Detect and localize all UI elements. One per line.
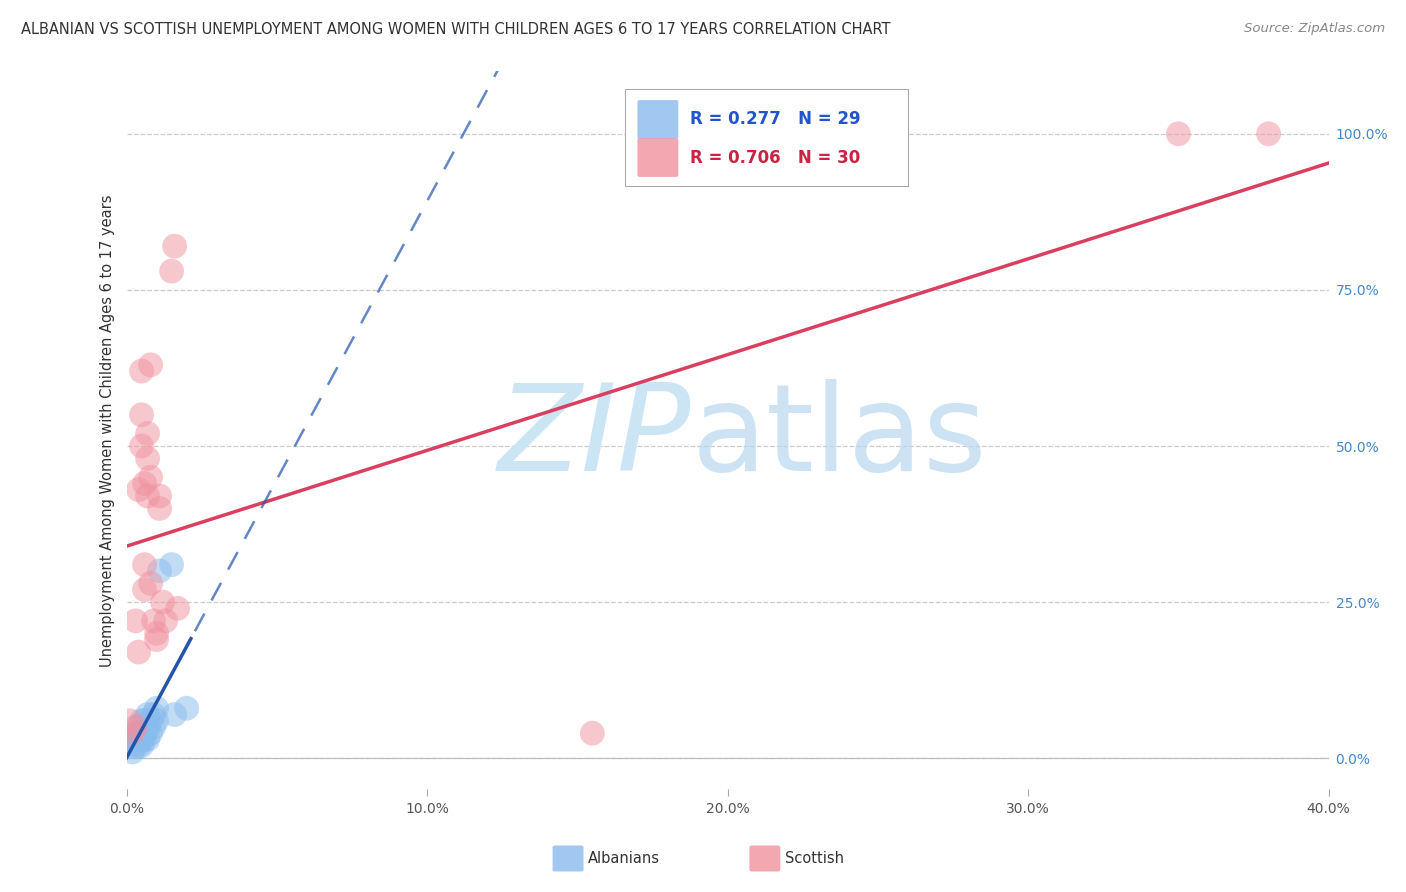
Point bbox=[131, 364, 153, 378]
Point bbox=[166, 601, 188, 615]
Point bbox=[121, 732, 143, 747]
Point bbox=[581, 726, 603, 740]
Point bbox=[124, 720, 146, 734]
Text: ALBANIAN VS SCOTTISH UNEMPLOYMENT AMONG WOMEN WITH CHILDREN AGES 6 TO 17 YEARS C: ALBANIAN VS SCOTTISH UNEMPLOYMENT AMONG … bbox=[21, 22, 890, 37]
Text: R = 0.706   N = 30: R = 0.706 N = 30 bbox=[690, 149, 860, 167]
Point bbox=[124, 732, 146, 747]
Point bbox=[131, 408, 153, 422]
Point bbox=[139, 358, 162, 372]
Point bbox=[149, 564, 172, 578]
Point bbox=[128, 726, 150, 740]
Point bbox=[152, 595, 174, 609]
Point bbox=[136, 707, 159, 722]
Text: Source: ZipAtlas.com: Source: ZipAtlas.com bbox=[1244, 22, 1385, 36]
Point bbox=[163, 239, 186, 253]
Point bbox=[142, 707, 165, 722]
Point bbox=[145, 714, 167, 728]
Point bbox=[136, 426, 159, 441]
Point bbox=[128, 720, 150, 734]
Point bbox=[136, 720, 159, 734]
Point bbox=[124, 726, 146, 740]
Point bbox=[121, 745, 143, 759]
Point bbox=[124, 614, 146, 628]
Point bbox=[136, 489, 159, 503]
Point bbox=[128, 739, 150, 753]
Point bbox=[121, 726, 143, 740]
Point bbox=[131, 732, 153, 747]
Text: Scottish: Scottish bbox=[785, 851, 844, 866]
Point bbox=[139, 576, 162, 591]
Point bbox=[124, 739, 146, 753]
Point bbox=[136, 732, 159, 747]
Point bbox=[134, 582, 156, 597]
Point bbox=[163, 707, 186, 722]
Point bbox=[145, 632, 167, 647]
Point bbox=[142, 720, 165, 734]
Point bbox=[139, 470, 162, 484]
Point bbox=[118, 714, 141, 728]
Point bbox=[131, 726, 153, 740]
Point bbox=[145, 626, 167, 640]
Point bbox=[131, 739, 153, 753]
Point bbox=[1167, 127, 1189, 141]
Point bbox=[134, 714, 156, 728]
Point bbox=[145, 701, 167, 715]
Point bbox=[155, 614, 177, 628]
Point bbox=[128, 645, 150, 659]
FancyBboxPatch shape bbox=[626, 89, 908, 186]
Text: R = 0.277   N = 29: R = 0.277 N = 29 bbox=[690, 111, 860, 128]
Point bbox=[1257, 127, 1279, 141]
Point bbox=[142, 614, 165, 628]
Point bbox=[118, 739, 141, 753]
Point bbox=[139, 714, 162, 728]
Point bbox=[134, 732, 156, 747]
FancyBboxPatch shape bbox=[637, 138, 678, 177]
Point bbox=[131, 439, 153, 453]
Point bbox=[131, 714, 153, 728]
Point bbox=[160, 264, 183, 278]
Point bbox=[134, 476, 156, 491]
Point bbox=[134, 726, 156, 740]
Text: ZIP: ZIP bbox=[498, 379, 692, 496]
Text: Albanians: Albanians bbox=[588, 851, 659, 866]
Point bbox=[139, 726, 162, 740]
Point bbox=[176, 701, 198, 715]
Text: atlas: atlas bbox=[692, 379, 987, 496]
Point bbox=[136, 451, 159, 466]
Point bbox=[134, 558, 156, 572]
FancyBboxPatch shape bbox=[637, 100, 678, 139]
Point bbox=[149, 489, 172, 503]
Point bbox=[160, 558, 183, 572]
Point bbox=[149, 501, 172, 516]
Point bbox=[128, 483, 150, 497]
Y-axis label: Unemployment Among Women with Children Ages 6 to 17 years: Unemployment Among Women with Children A… bbox=[100, 194, 115, 666]
